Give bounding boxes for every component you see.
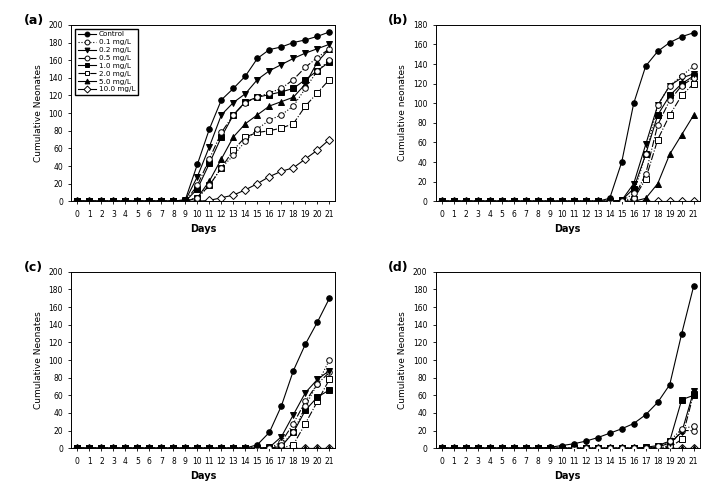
X-axis label: Days: Days (555, 471, 581, 481)
X-axis label: Days: Days (190, 224, 216, 234)
Text: (c): (c) (24, 261, 43, 274)
X-axis label: Days: Days (190, 471, 216, 481)
Text: (a): (a) (24, 14, 44, 27)
Y-axis label: Cumulative neonates: Cumulative neonates (398, 65, 407, 161)
Legend: Control, 0.1 mg/L, 0.2 mg/L, 0.5 mg/L, 1.0 mg/L, 2.0 mg/L, 5.0 mg/L, 10.0 mg/L: Control, 0.1 mg/L, 0.2 mg/L, 0.5 mg/L, 1… (75, 28, 139, 96)
Y-axis label: Cumulative Neonates: Cumulative Neonates (398, 311, 407, 409)
Text: (d): (d) (388, 261, 409, 274)
Text: (b): (b) (388, 14, 409, 27)
X-axis label: Days: Days (555, 224, 581, 234)
Y-axis label: Cumulative Neonates: Cumulative Neonates (34, 64, 43, 162)
Y-axis label: Cumulative Neonates: Cumulative Neonates (34, 311, 43, 409)
